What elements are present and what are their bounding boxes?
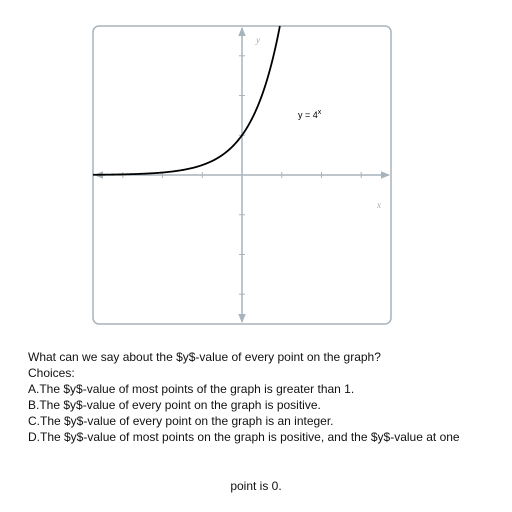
question-block: What can we say about the $y$-value of e… xyxy=(28,349,498,445)
function-label-exponent: x xyxy=(318,109,322,116)
series-line-4-to-the-x xyxy=(92,25,281,176)
choice-d-continuation: point is 0. xyxy=(230,479,282,493)
graph-panel: x y y = 4x xyxy=(92,25,392,325)
choice-d: D.The $y$-value of most points on the gr… xyxy=(28,430,460,444)
function-label: y = 4x xyxy=(298,109,322,120)
exponential-graph: x y y = 4x xyxy=(92,25,392,325)
choice-c: C.The $y$-value of every point on the gr… xyxy=(28,414,334,428)
y-axis-arrow-down xyxy=(238,314,246,323)
function-label-base: y = 4 xyxy=(298,110,318,120)
choice-a: A.The $y$-value of most points of the gr… xyxy=(28,382,355,396)
y-axis-arrow-up xyxy=(238,27,246,36)
choice-b: B.The $y$-value of every point on the gr… xyxy=(28,398,321,412)
x-axis-arrow-right xyxy=(381,171,390,179)
question-prompt: What can we say about the $y$-value of e… xyxy=(28,350,381,364)
x-axis-label: x xyxy=(376,200,381,210)
y-axis-label: y xyxy=(255,35,260,45)
choices-label: Choices: xyxy=(28,366,75,380)
